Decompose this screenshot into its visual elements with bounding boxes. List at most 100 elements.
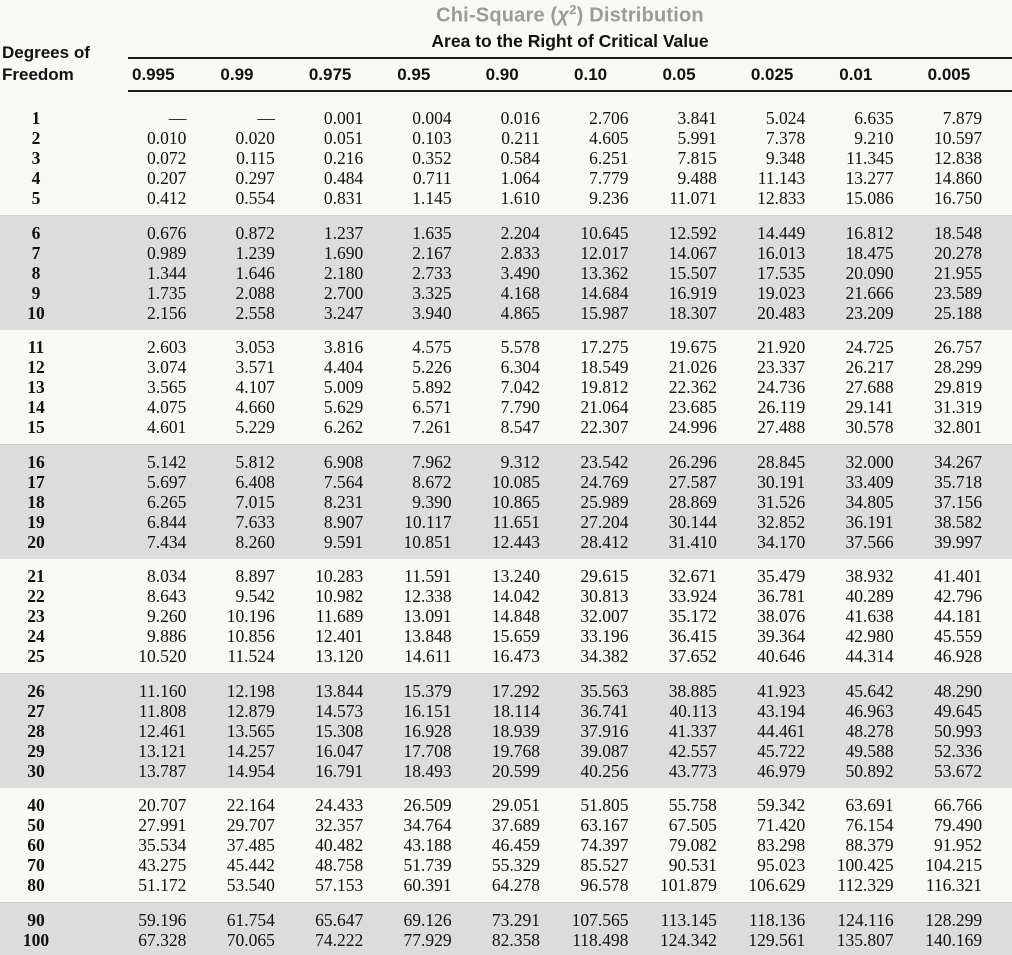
value-cell: 79.490 <box>933 815 983 835</box>
value-cell: 90.531 <box>668 855 717 875</box>
value-cell: 65.647 <box>315 910 364 930</box>
table-row-df-9: 9 1.735 2.088 2.700 3.325 4.168 14.684 16.919 19… <box>0 283 1012 303</box>
value-cell: 12.443 <box>491 532 541 552</box>
value-cell: 10.856 <box>226 626 275 646</box>
value-cell: 9.260 <box>147 606 187 626</box>
value-cell: 0.872 <box>235 223 275 243</box>
value-cell: 0.010 <box>147 128 187 148</box>
table-row-df-17: 17 5.697 6.408 7.564 8.672 10.085 24.769 27.587… <box>0 472 1012 492</box>
value-cell: 31.319 <box>933 397 983 417</box>
value-cell: 35.534 <box>138 835 187 855</box>
value-cell: 9.542 <box>235 586 275 606</box>
value-cell: 2.204 <box>500 223 541 243</box>
value-cell: 7.790 <box>500 397 541 417</box>
value-cell: 69.126 <box>403 910 452 930</box>
value-cell: 1.735 <box>147 283 187 303</box>
value-cell: 5.226 <box>412 357 452 377</box>
value-cell: 106.629 <box>748 875 806 895</box>
table-row-df-40: 40 20.707 22.164 24.433 26.509 29.051 51.805 55… <box>0 795 1012 815</box>
value-cell: 20.483 <box>757 303 806 323</box>
value-cell: 59.342 <box>757 795 806 815</box>
value-cell: 91.952 <box>933 835 983 855</box>
value-cell: 116.321 <box>925 875 983 895</box>
value-cell: 29.051 <box>491 795 541 815</box>
column-header-0.025: 0.025 <box>750 64 794 84</box>
value-cell: 33.196 <box>580 626 629 646</box>
value-cell: 140.169 <box>925 930 983 950</box>
value-cell: 34.764 <box>403 815 452 835</box>
value-cell: 32.852 <box>757 512 806 532</box>
value-cell: 52.336 <box>933 741 983 761</box>
value-cell: 38.076 <box>757 606 806 626</box>
df-cell: 27 <box>27 701 45 721</box>
value-cell: 16.812 <box>845 223 894 243</box>
value-cell: 0.554 <box>235 188 275 208</box>
value-cell: 37.156 <box>933 492 983 512</box>
value-cell: 135.807 <box>836 930 894 950</box>
value-cell: 21.026 <box>668 357 717 377</box>
value-cell: 38.932 <box>845 566 894 586</box>
value-cell: 22.164 <box>226 795 275 815</box>
table-row-df-80: 80 51.172 53.540 57.153 60.391 64.278 96.578 10… <box>0 875 1012 895</box>
table-row-df-12: 12 3.074 3.571 4.404 5.226 6.304 18.549 21.026 2… <box>0 357 1012 377</box>
value-cell: 66.766 <box>933 795 983 815</box>
value-cell: 36.781 <box>757 586 806 606</box>
value-cell: 17.275 <box>580 337 629 357</box>
df-cell: 25 <box>27 646 45 666</box>
df-cell: 19 <box>27 512 45 532</box>
df-cell: 21 <box>27 566 45 586</box>
value-cell: 41.401 <box>933 566 983 586</box>
value-cell: 3.816 <box>323 337 364 357</box>
value-cell: 124.342 <box>659 930 717 950</box>
value-cell: 0.831 <box>323 188 364 208</box>
value-cell: 26.217 <box>845 357 894 377</box>
value-cell: 2.558 <box>235 303 275 323</box>
value-cell: 0.484 <box>323 168 364 188</box>
value-cell: 45.442 <box>226 855 275 875</box>
value-cell: 43.275 <box>138 855 187 875</box>
value-cell: 25.989 <box>580 492 629 512</box>
value-cell: 14.954 <box>226 761 275 781</box>
value-cell: 3.325 <box>412 283 452 303</box>
value-cell: 13.120 <box>315 646 364 666</box>
value-cell: 27.587 <box>668 472 717 492</box>
value-cell: 9.488 <box>677 168 717 188</box>
value-cell: 1.635 <box>412 223 452 243</box>
value-cell: 6.304 <box>500 357 541 377</box>
value-cell: 48.290 <box>933 681 983 701</box>
value-cell: 7.962 <box>412 452 452 472</box>
value-cell: 5.229 <box>235 417 275 437</box>
value-cell: 112.329 <box>837 875 894 895</box>
table-row-df-2: 2 0.010 0.020 0.051 0.103 0.211 4.605 5.991 7.37… <box>0 128 1012 148</box>
value-cell: 10.085 <box>491 472 541 492</box>
value-cell: 16.928 <box>403 721 452 741</box>
value-cell: 8.907 <box>323 512 364 532</box>
row-group: 11 2.603 3.053 3.816 4.575 5.578 17.275 19.675 2… <box>0 330 1012 444</box>
value-cell: 7.042 <box>500 377 541 397</box>
value-cell: 3.841 <box>677 108 717 128</box>
value-cell: 35.718 <box>933 472 983 492</box>
value-cell: 61.754 <box>226 910 275 930</box>
value-cell: 0.989 <box>147 243 187 263</box>
value-cell: 96.578 <box>580 875 629 895</box>
value-cell: 39.087 <box>580 741 629 761</box>
value-cell: 53.540 <box>226 875 275 895</box>
value-cell: 12.838 <box>933 148 983 168</box>
value-cell: 55.329 <box>491 855 541 875</box>
value-cell: 45.559 <box>933 626 983 646</box>
value-cell: 8.034 <box>147 566 187 586</box>
table-row-df-60: 60 35.534 37.485 40.482 43.188 46.459 74.397 79… <box>0 835 1012 855</box>
column-header-0.05: 0.05 <box>662 64 696 84</box>
value-cell: 20.707 <box>138 795 187 815</box>
value-cell: 16.473 <box>491 646 541 666</box>
value-cell: 23.337 <box>757 357 806 377</box>
value-cell: 13.240 <box>491 566 541 586</box>
value-cell: 53.672 <box>933 761 983 781</box>
value-cell: 19.023 <box>757 283 806 303</box>
value-cell: 5.892 <box>412 377 452 397</box>
value-cell: 6.265 <box>147 492 187 512</box>
value-cell: 22.362 <box>668 377 717 397</box>
value-cell: 0.584 <box>500 148 541 168</box>
df-cell: 7 <box>31 243 41 263</box>
value-cell: 55.758 <box>668 795 717 815</box>
